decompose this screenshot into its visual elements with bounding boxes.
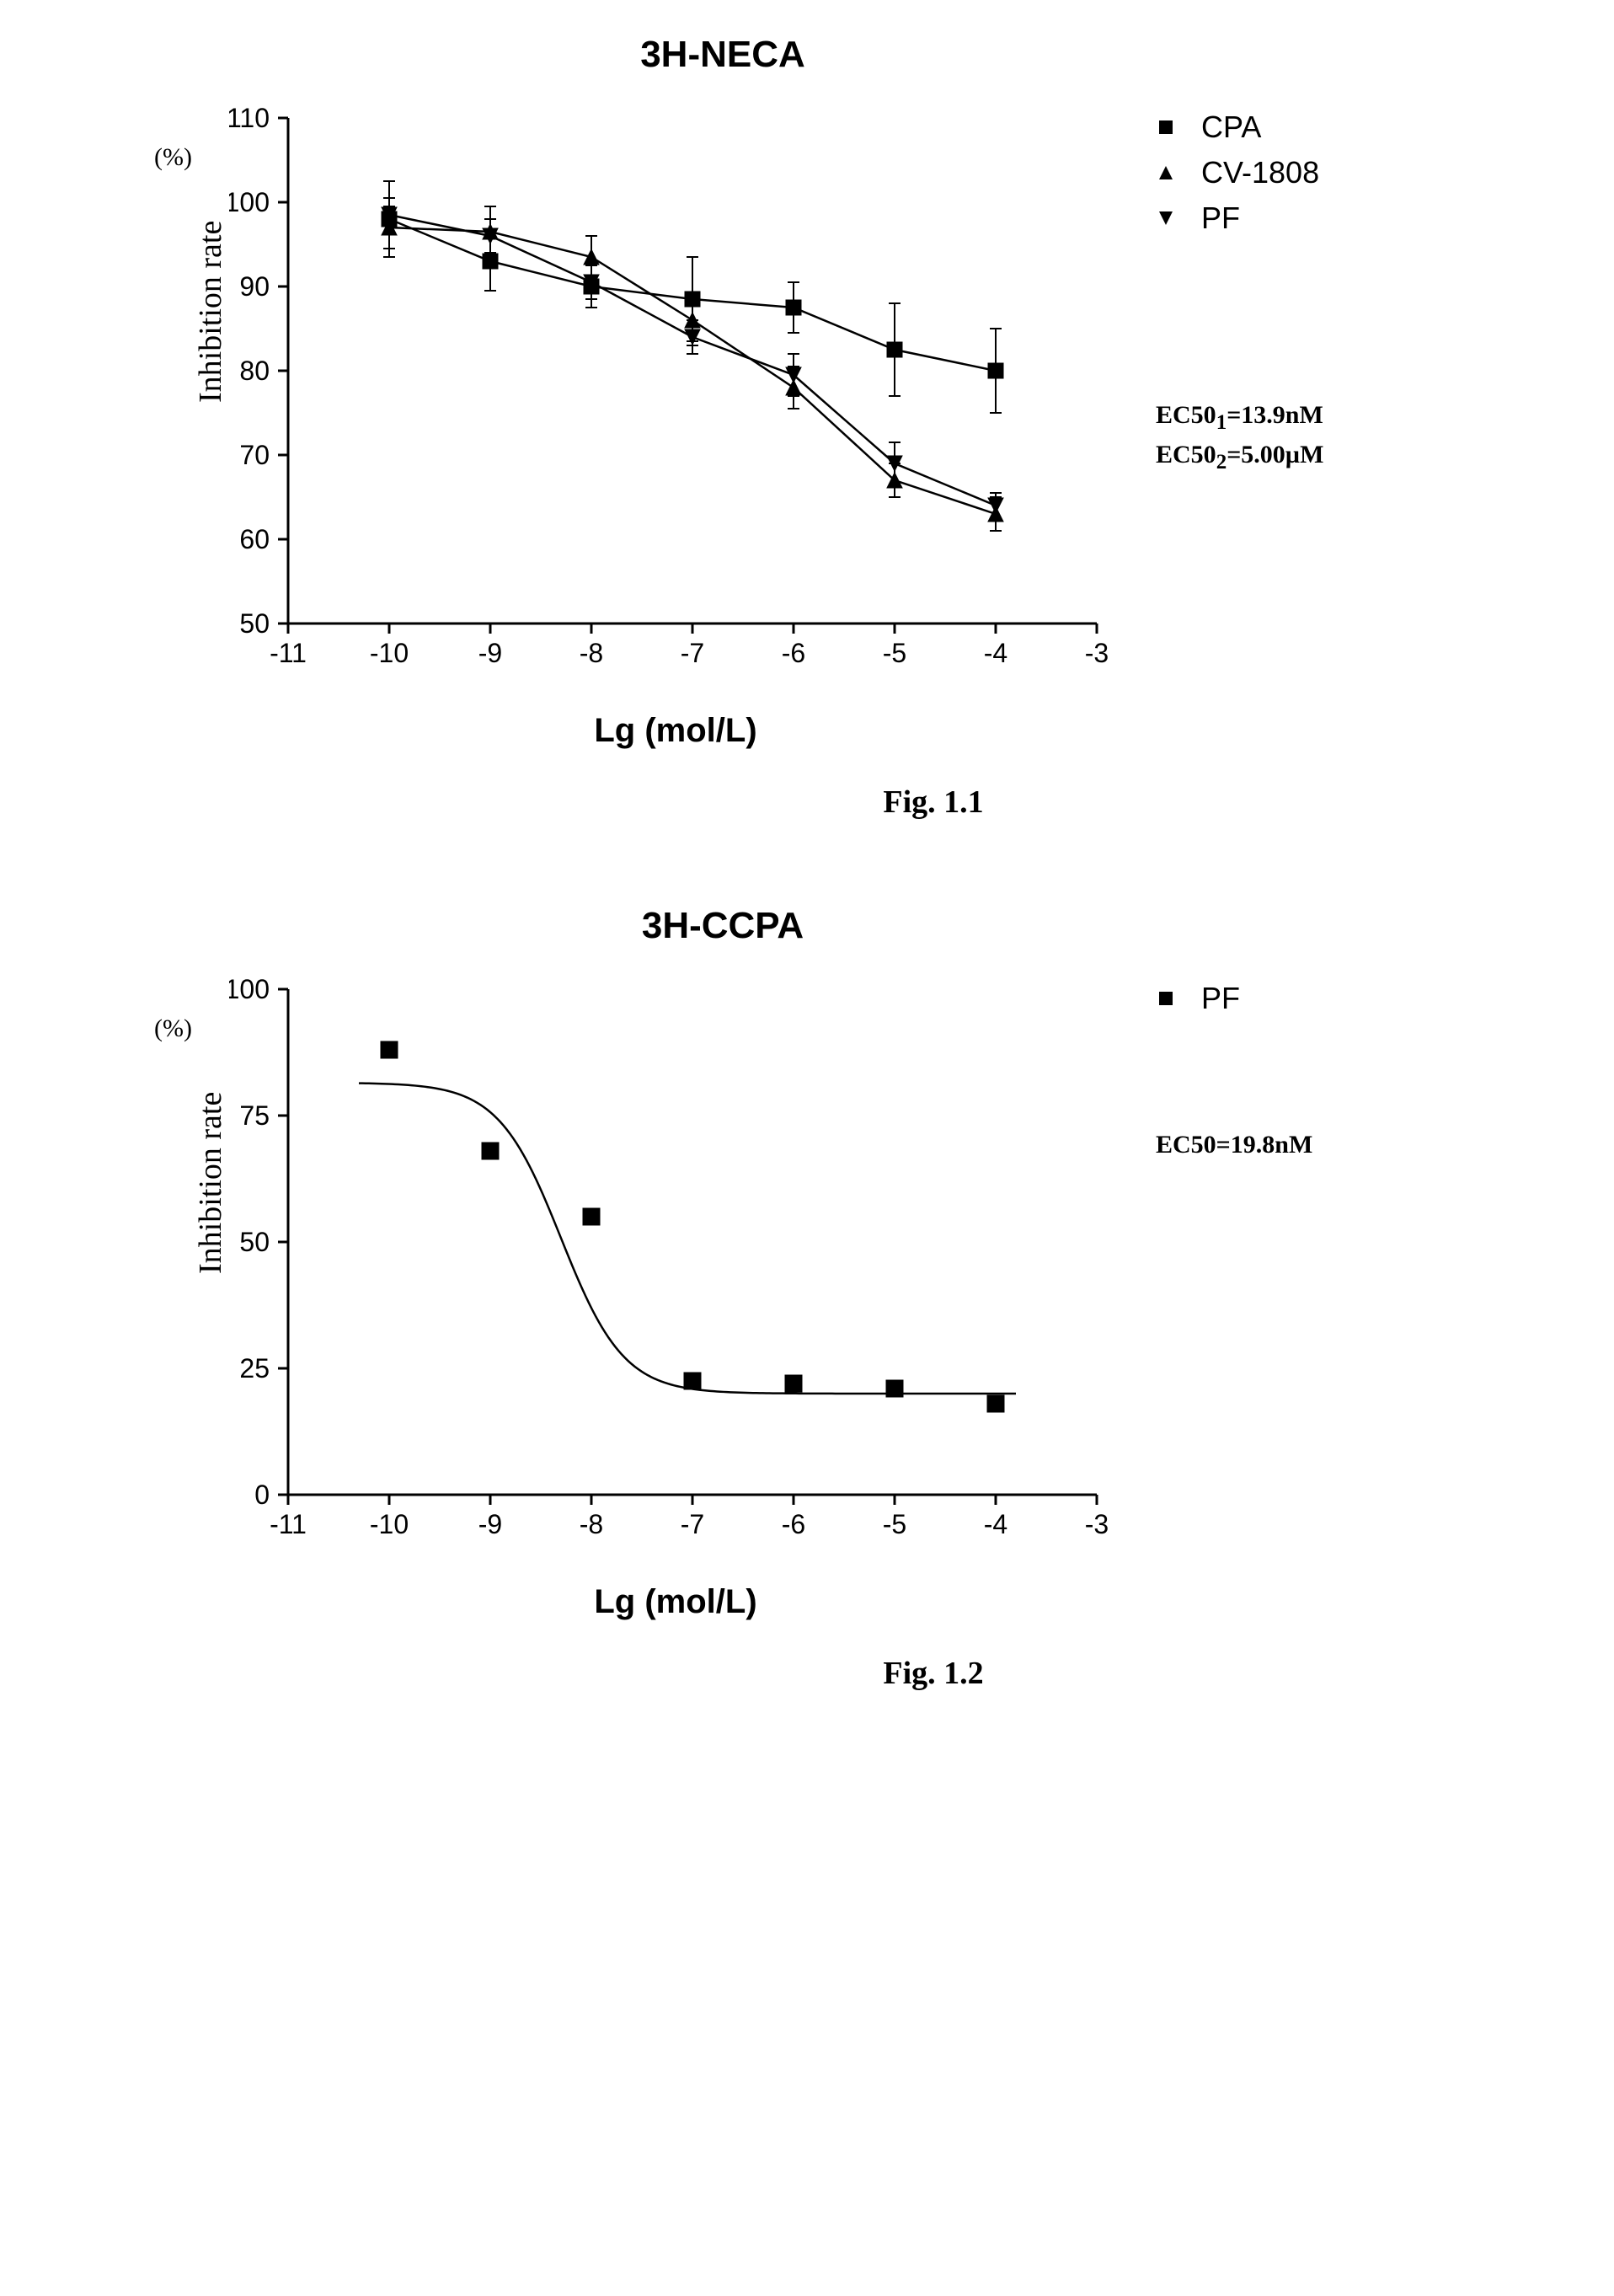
- svg-text:90: 90: [239, 271, 270, 302]
- annotation-text: EC501=13.9nM: [1156, 398, 1323, 437]
- legend-label: PF: [1201, 201, 1240, 236]
- figure-caption-2: Fig. 1.2: [386, 1655, 1481, 1692]
- svg-text:-7: -7: [681, 638, 704, 668]
- triangle-up-icon: [1156, 163, 1176, 183]
- svg-text:-10: -10: [370, 1509, 409, 1539]
- legend-item: CV-1808: [1156, 155, 1323, 190]
- svg-text:-4: -4: [984, 1509, 1007, 1539]
- square-icon: [1156, 117, 1176, 137]
- svg-text:110: 110: [229, 103, 270, 133]
- plot-area-2: 0 25 50 75 100 -11 -10 -9 -8 -7 -6 -5 -4 -3 Lg (mol/L…: [229, 972, 1122, 1621]
- square-icon: [1156, 988, 1176, 1009]
- svg-text:-3: -3: [1085, 1509, 1109, 1539]
- svg-text:-10: -10: [370, 638, 409, 668]
- legend-item: PF: [1156, 981, 1312, 1016]
- chart-title-2: 3H-CCPA: [0, 905, 1481, 947]
- svg-text:-11: -11: [270, 638, 307, 668]
- svg-text:70: 70: [239, 440, 270, 470]
- svg-text:-9: -9: [478, 1509, 502, 1539]
- legend-item: CPA: [1156, 110, 1323, 145]
- triangle-down-icon: [1156, 208, 1176, 228]
- legend-item: PF: [1156, 201, 1323, 236]
- svg-text:0: 0: [254, 1480, 270, 1510]
- svg-text:-6: -6: [782, 638, 805, 668]
- svg-text:50: 50: [239, 1227, 270, 1257]
- x-axis-label-1: Lg (mol/L): [229, 712, 1122, 750]
- y-axis-label-2: Inhibition rate: [192, 972, 229, 1394]
- legend-label: CV-1808: [1201, 155, 1319, 190]
- svg-text:-8: -8: [580, 1509, 603, 1539]
- annotation-text: EC502=5.00µM: [1156, 437, 1323, 477]
- annotation-text: EC50=19.8nM: [1156, 1127, 1312, 1163]
- plot-area-1: 50 60 70 80 90 100 110 -11 -10 -9 -8 -7 -6 -5 -4 -3 Lg …: [229, 101, 1122, 750]
- y-axis-label-1: Inhibition rate: [192, 101, 229, 522]
- figure-2: 3H-CCPA (%) Inhibition rate 0255075100-1…: [133, 905, 1481, 1692]
- svg-text:-6: -6: [782, 1509, 805, 1539]
- svg-text:25: 25: [239, 1353, 270, 1383]
- figure-1: 3H-NECA (%) Inhibition rate 506070809010…: [133, 34, 1481, 821]
- svg-text:75: 75: [239, 1100, 270, 1131]
- svg-text:-4: -4: [984, 638, 1007, 668]
- svg-text:-8: -8: [580, 638, 603, 668]
- y-percent-label-2: (%): [133, 1014, 192, 1043]
- svg-text:50: 50: [239, 608, 270, 639]
- svg-text:100: 100: [229, 187, 270, 217]
- legend-label: CPA: [1201, 110, 1261, 145]
- svg-text:100: 100: [229, 974, 270, 1004]
- annotations-1: EC501=13.9nMEC502=5.00µM: [1156, 398, 1323, 477]
- x-axis-label-2: Lg (mol/L): [229, 1583, 1122, 1621]
- svg-text:-11: -11: [270, 1509, 307, 1539]
- svg-text:-3: -3: [1085, 638, 1109, 668]
- svg-text:-5: -5: [883, 638, 906, 668]
- svg-text:-9: -9: [478, 638, 502, 668]
- svg-text:-5: -5: [883, 1509, 906, 1539]
- figure-caption-1: Fig. 1.1: [386, 784, 1481, 821]
- chart-title-1: 3H-NECA: [0, 34, 1481, 76]
- svg-text:-7: -7: [681, 1509, 704, 1539]
- legend-2: PF: [1156, 981, 1312, 1026]
- legend-label: PF: [1201, 981, 1240, 1016]
- annotations-2: EC50=19.8nM: [1156, 1127, 1312, 1163]
- svg-text:80: 80: [239, 356, 270, 386]
- legend-1: CPA CV-1808 PF: [1156, 110, 1323, 246]
- y-percent-label-1: (%): [133, 143, 192, 172]
- svg-text:60: 60: [239, 524, 270, 554]
